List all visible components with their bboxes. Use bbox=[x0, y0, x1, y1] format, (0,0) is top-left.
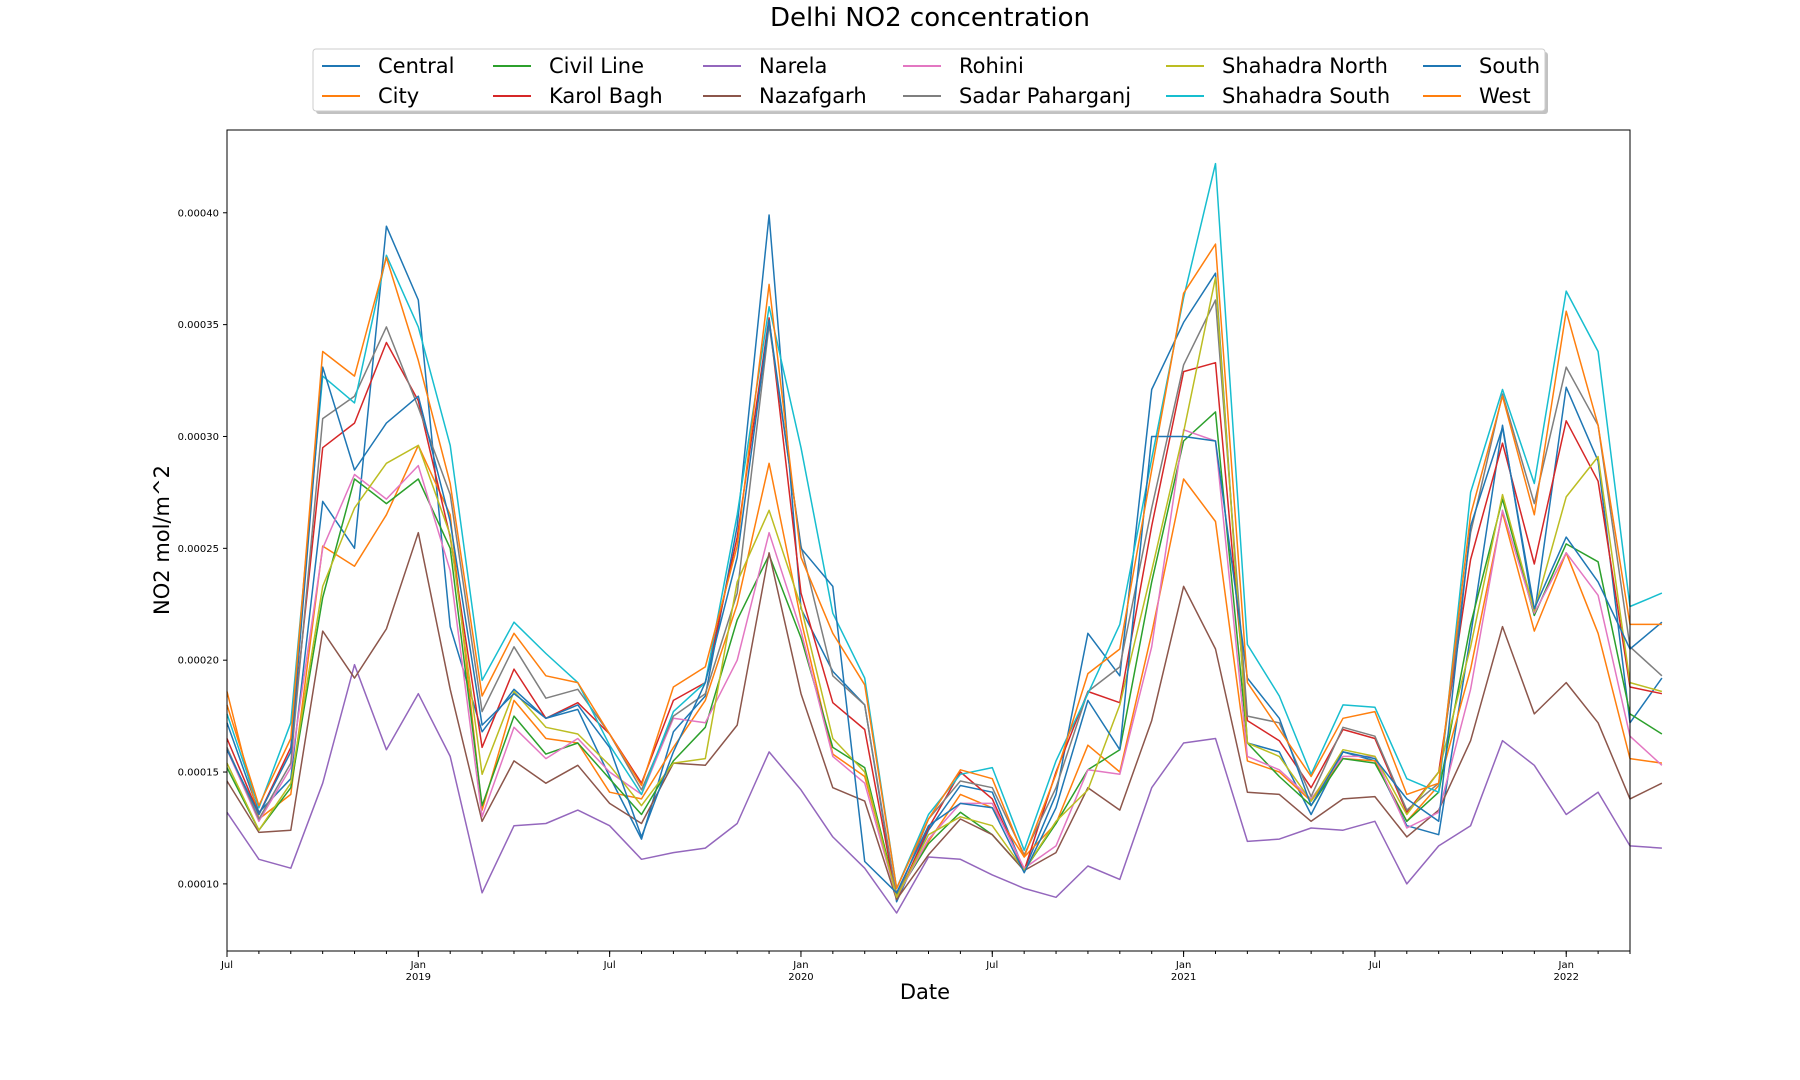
chart-title: Delhi NO2 concentration bbox=[770, 3, 1090, 33]
series-lines bbox=[226, 162, 1663, 914]
y-tick-label: 0.00025 bbox=[178, 544, 219, 555]
series-line-south bbox=[226, 319, 1663, 894]
legend-label-narela: Narela bbox=[759, 54, 827, 78]
legend-box bbox=[312, 48, 1546, 112]
x-axis-label: Date bbox=[900, 980, 950, 1004]
legend-label-west: West bbox=[1479, 84, 1531, 108]
series-line-shahadra-north bbox=[226, 276, 1663, 899]
legend-label-karol-bagh: Karol Bagh bbox=[549, 84, 663, 108]
series-line-nazafgarh bbox=[226, 531, 1663, 901]
y-axis-label: NO2 mol/m^2 bbox=[150, 465, 174, 615]
x-tick-label: Jul bbox=[220, 960, 233, 971]
y-tick-label: 0.00035 bbox=[178, 320, 219, 331]
legend-label-sadar-paharganj: Sadar Paharganj bbox=[959, 84, 1131, 108]
series-line-karol-bagh bbox=[226, 317, 1663, 901]
series-line-west bbox=[226, 243, 1662, 890]
series-line-narela bbox=[226, 663, 1662, 914]
legend: Central City Civil Line Karol Bagh Narela Naz… bbox=[312, 48, 1548, 114]
x-tick-year-label: 2022 bbox=[1554, 972, 1579, 983]
x-tick-year-label: 2021 bbox=[1171, 972, 1196, 983]
legend-label-south: South bbox=[1479, 54, 1540, 78]
legend-label-civil-line: Civil Line bbox=[549, 54, 644, 78]
series-line-city bbox=[226, 444, 1663, 894]
legend-label-central: Central bbox=[378, 54, 454, 78]
y-tick-label: 0.00010 bbox=[178, 879, 219, 890]
series-line-sadar-paharganj bbox=[226, 299, 1663, 899]
series-line-rohini bbox=[226, 429, 1663, 899]
x-tick-year-label: 2020 bbox=[788, 972, 813, 983]
legend-label-city: City bbox=[378, 84, 419, 108]
x-tick-label: Jul bbox=[985, 960, 998, 971]
y-tick-label: 0.00040 bbox=[178, 208, 219, 219]
legend-label-shahadra-south: Shahadra South bbox=[1222, 84, 1390, 108]
y-tick-label: 0.00015 bbox=[178, 768, 219, 779]
x-tick-year-label: 2019 bbox=[406, 972, 431, 983]
legend-label-rohini: Rohini bbox=[959, 54, 1024, 78]
x-tick-label: Jan bbox=[792, 960, 808, 971]
x-tick-label: Jan bbox=[1558, 960, 1574, 971]
x-tick-label: Jan bbox=[410, 960, 426, 971]
x-tick-label: Jul bbox=[1368, 960, 1381, 971]
y-axis: 0.00010 0.00015 0.00020 0.00025 0.00030 0.000… bbox=[178, 208, 227, 890]
x-tick-label: Jul bbox=[603, 960, 616, 971]
series-line-civil-line bbox=[226, 411, 1663, 896]
legend-label-shahadra-north: Shahadra North bbox=[1222, 54, 1388, 78]
y-tick-label: 0.00020 bbox=[178, 656, 219, 667]
y-tick-label: 0.00030 bbox=[178, 432, 219, 443]
x-tick-label: Jan bbox=[1175, 960, 1191, 971]
legend-label-nazafgarh: Nazafgarh bbox=[759, 84, 867, 108]
